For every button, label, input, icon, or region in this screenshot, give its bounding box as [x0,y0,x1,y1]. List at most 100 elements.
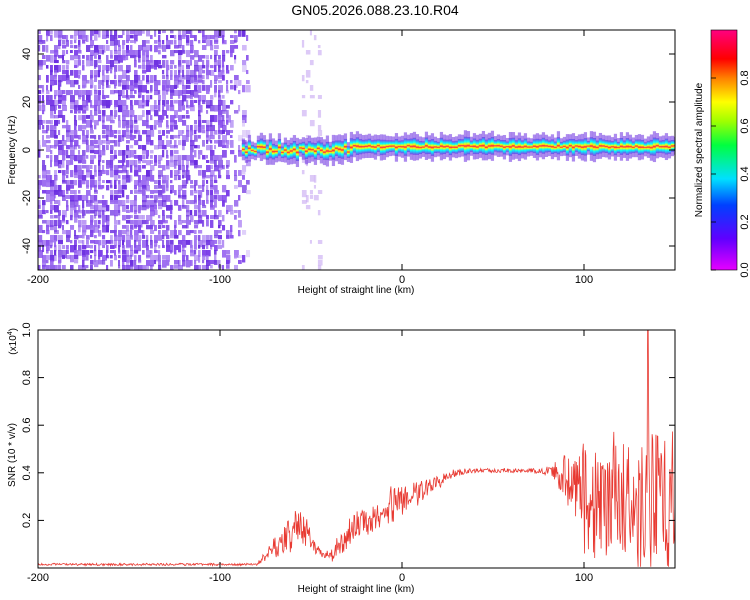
heatmap-cell [42,60,46,66]
heatmap-cell [50,185,54,192]
heatmap-cell [46,265,50,270]
heatmap-cell [102,260,106,265]
heatmap-cell [202,45,207,51]
heatmap-cell [154,75,157,81]
heatmap-cell [150,55,153,63]
heatmap-cell [150,170,153,176]
heatmap-cell [190,30,193,36]
heatmap-cell [50,85,53,92]
heatmap-cell [130,100,133,106]
heatmap-cell [178,100,183,107]
heatmap-cell [70,110,73,114]
heatmap-cell [66,245,69,250]
heatmap-cell [102,110,106,117]
heatmap-cell [110,185,113,189]
heatmap-cell [178,215,182,221]
ridge-core-cell [352,138,357,153]
heatmap-cell [305,70,311,78]
heatmap-cell [134,140,139,146]
heatmap-cell [54,240,57,248]
heatmap-cell [98,95,101,102]
heatmap-cell [154,30,157,37]
heatmap-cell [54,170,58,176]
heatmap-cell [106,60,111,65]
heatmap-x-ticks: -200 -100 0 100 [27,30,593,286]
heatmap-cell [78,135,81,140]
heatmap-cell [222,105,227,112]
heatmap-cell [90,155,95,161]
heatmap-cell [74,190,77,195]
heatmap-cell [206,40,210,47]
heatmap-cell [54,220,58,226]
heatmap-cell [98,65,101,73]
ridge-core-cell [373,139,378,155]
ridge-core-cell [541,137,546,154]
heatmap-cell [194,80,199,85]
heatmap-cell [114,155,118,159]
heatmap-cell [190,145,194,153]
heatmap-cell [134,250,139,254]
heatmap-cell [82,150,86,156]
heatmap-cell [222,215,225,222]
heatmap-cell [194,60,199,66]
heatmap-cell [238,80,242,86]
heatmap-cell [158,170,163,177]
heatmap-cell [130,160,135,166]
heatmap-cell [118,180,121,185]
heatmap-cell [78,75,81,79]
heatmap-cell [78,215,82,219]
heatmap-cell [42,130,47,134]
heatmap-cell [138,240,141,246]
heatmap-cell [74,135,79,139]
heatmap-cell [58,85,61,91]
heatmap-cell [194,205,199,210]
heatmap-cell [78,45,81,53]
heatmap-y-tick-label: -40 [21,238,33,254]
heatmap-cell [170,170,173,178]
heatmap-cell [230,40,235,45]
heatmap-cell [317,265,322,270]
heatmap-cell [54,245,57,252]
heatmap-cell [118,150,122,156]
ridge-core-cell [265,144,270,160]
heatmap-cell [94,110,98,116]
ridge-core-cell [292,140,297,158]
colorbar-tick-label: 0.0 [739,262,750,277]
heatmap-cell [70,45,74,49]
colorbar-ticks: 0.00.20.40.60.8 [711,70,750,278]
ridge-core-cell [586,141,591,152]
heatmap-cell [198,120,202,127]
heatmap-cell [78,240,83,244]
heatmap-cell [138,115,143,121]
heatmap-cell [138,65,142,69]
heatmap-cell [150,130,155,137]
heatmap-cell [198,30,202,34]
heatmap-cell [90,220,94,228]
heatmap-cell [66,80,71,85]
heatmap-cell [138,100,143,106]
heatmap-cell [42,190,47,194]
heatmap-cell [150,95,153,100]
heatmap-cell [70,215,73,221]
heatmap-cell [190,130,194,136]
snr-x-ticks: -200 -100 0 100 [27,330,593,584]
heatmap-cell [50,215,54,219]
heatmap-cell [66,185,71,191]
heatmap-cell [118,90,123,97]
heatmap-cell [230,140,234,148]
ridge-core-cell [412,137,417,155]
heatmap-cell [194,195,197,203]
heatmap-cell [82,30,86,38]
heatmap-cell [134,55,137,61]
heatmap-cell [166,230,169,237]
heatmap-cell [206,180,209,184]
ridge-core-cell [580,139,585,156]
heatmap-cell [138,90,142,98]
heatmap-cell [114,140,118,147]
ridge-core-cell [592,137,597,156]
heatmap-cell [218,155,223,161]
heatmap-cell [214,45,219,50]
heatmap-cell [74,235,79,240]
heatmap-cell [94,185,97,192]
heatmap-cell [42,210,46,215]
